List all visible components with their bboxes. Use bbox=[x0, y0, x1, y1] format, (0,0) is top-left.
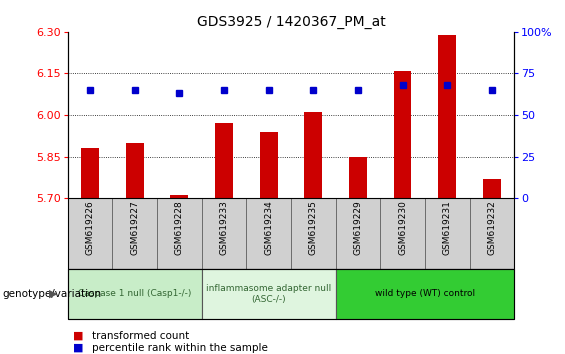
Text: Caspase 1 null (Casp1-/-): Caspase 1 null (Casp1-/-) bbox=[78, 289, 192, 298]
Bar bbox=[483, 179, 501, 198]
Bar bbox=[380, 198, 425, 269]
Bar bbox=[336, 198, 380, 269]
Text: ■: ■ bbox=[73, 331, 84, 341]
Title: GDS3925 / 1420367_PM_at: GDS3925 / 1420367_PM_at bbox=[197, 16, 385, 29]
Text: wild type (WT) control: wild type (WT) control bbox=[375, 289, 475, 298]
Bar bbox=[171, 195, 188, 198]
Bar bbox=[394, 71, 411, 198]
Bar bbox=[336, 269, 514, 319]
Text: GSM619235: GSM619235 bbox=[309, 200, 318, 255]
Bar bbox=[202, 269, 336, 319]
Bar bbox=[425, 198, 470, 269]
Bar bbox=[81, 148, 99, 198]
Text: GSM619233: GSM619233 bbox=[220, 200, 228, 255]
Bar bbox=[68, 198, 112, 269]
Text: ▶: ▶ bbox=[49, 289, 58, 299]
Bar bbox=[202, 198, 246, 269]
Bar bbox=[349, 157, 367, 198]
Text: GSM619231: GSM619231 bbox=[443, 200, 451, 255]
Bar bbox=[260, 132, 277, 198]
Text: GSM619232: GSM619232 bbox=[488, 200, 496, 255]
Text: GSM619227: GSM619227 bbox=[131, 200, 139, 255]
Bar bbox=[68, 269, 202, 319]
Bar bbox=[438, 35, 456, 198]
Text: GSM619230: GSM619230 bbox=[398, 200, 407, 255]
Text: GSM619226: GSM619226 bbox=[86, 200, 94, 255]
Bar bbox=[215, 124, 233, 198]
Text: percentile rank within the sample: percentile rank within the sample bbox=[92, 343, 267, 353]
Bar bbox=[157, 198, 202, 269]
Text: transformed count: transformed count bbox=[92, 331, 189, 341]
Bar bbox=[470, 198, 514, 269]
Text: ■: ■ bbox=[73, 343, 84, 353]
Text: genotype/variation: genotype/variation bbox=[3, 289, 102, 299]
Bar bbox=[291, 198, 336, 269]
Bar bbox=[246, 198, 291, 269]
Bar bbox=[112, 198, 157, 269]
Bar bbox=[126, 143, 144, 198]
Text: GSM619234: GSM619234 bbox=[264, 200, 273, 255]
Text: inflammasome adapter null
(ASC-/-): inflammasome adapter null (ASC-/-) bbox=[206, 284, 331, 303]
Bar bbox=[305, 112, 322, 198]
Text: GSM619229: GSM619229 bbox=[354, 200, 362, 255]
Text: GSM619228: GSM619228 bbox=[175, 200, 184, 255]
